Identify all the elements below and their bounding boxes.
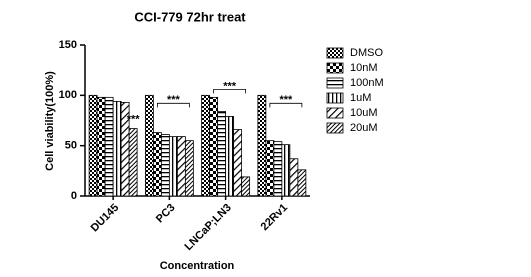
significance-label: *** (279, 94, 293, 106)
y-tick-label: 0 (71, 190, 77, 202)
bar (241, 176, 251, 197)
bar (265, 140, 275, 197)
bar (168, 136, 178, 197)
significance-bracket (213, 88, 247, 94)
legend-swatch (326, 92, 344, 104)
legend-label: 20uM (350, 122, 378, 134)
bar (184, 140, 194, 197)
y-axis-label: Cell viability(100%) (44, 71, 56, 171)
x-tick-label: 22Rv1 (259, 202, 290, 233)
bar (257, 94, 267, 197)
x-axis-label: Concentration (160, 260, 235, 272)
bar (217, 111, 227, 197)
legend-label: DMSO (350, 47, 383, 59)
bar (152, 132, 162, 197)
significance-bracket (156, 102, 190, 108)
y-tick-label: 100 (59, 89, 77, 101)
legend-swatch (326, 47, 344, 59)
legend-swatch (326, 62, 344, 74)
legend-label: 10nM (350, 62, 378, 74)
bar (96, 96, 106, 197)
legend-swatch (326, 107, 344, 119)
y-tick-label: 50 (65, 140, 77, 152)
bar (104, 96, 114, 197)
bar (88, 94, 98, 197)
legend-swatch (326, 77, 344, 89)
bar (281, 144, 291, 197)
bar (128, 128, 138, 197)
bar (144, 94, 154, 197)
bar (112, 100, 122, 197)
legend-label: 10uM (350, 107, 378, 119)
legend-label: 100nM (350, 77, 384, 89)
bar (297, 169, 307, 197)
x-tick-label: DU145 (89, 202, 122, 235)
bar (233, 129, 243, 197)
x-tick-label: LNCaP;LN3 (183, 202, 234, 253)
bar (201, 94, 211, 197)
significance-label: *** (127, 113, 141, 125)
bar (209, 96, 219, 197)
significance-bracket (269, 102, 303, 108)
bar (160, 134, 170, 197)
legend-swatch (326, 122, 344, 134)
bar (289, 158, 299, 197)
x-tick-label: PC3 (154, 202, 178, 226)
significance-label: *** (167, 94, 181, 106)
bar (176, 136, 186, 197)
bar (225, 116, 235, 197)
chart-title: CCI-779 72hr treat (134, 9, 246, 24)
significance-label: *** (223, 80, 237, 92)
legend-label: 1uM (350, 92, 371, 104)
y-tick-label: 150 (59, 39, 77, 51)
bar (273, 141, 283, 197)
